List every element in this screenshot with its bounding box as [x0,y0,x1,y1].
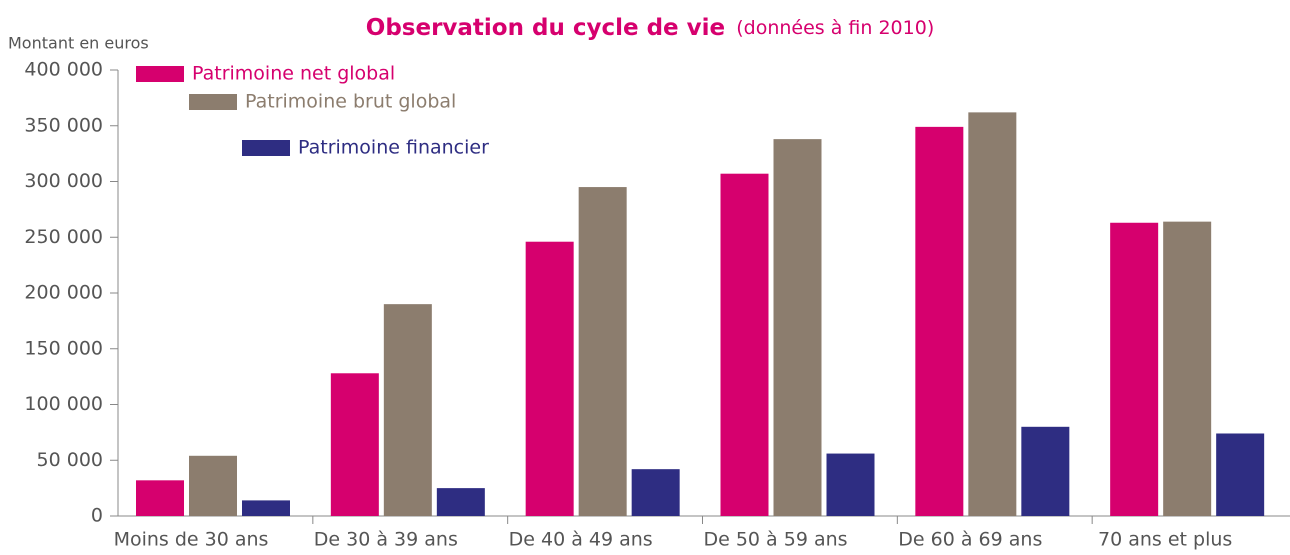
y-tick-label: 250 000 [24,226,103,248]
x-tick-label: De 50 à 59 ans [703,529,847,551]
bar [968,112,1017,517]
y-tick-label: 50 000 [37,449,103,471]
bar [915,126,964,517]
y-tick-label: 350 000 [24,114,103,136]
chart-title-group: Observation du cycle de vie (données à f… [366,15,934,41]
bar [383,304,432,516]
bar [330,373,379,516]
x-tick-label: De 60 à 69 ans [898,529,1042,551]
legend-swatch [136,66,184,82]
y-tick-label: 400 000 [24,59,103,81]
bar [242,500,290,516]
chart-subtitle: (données à fin 2010) [736,17,934,39]
bar [631,469,680,516]
x-tick-label: 70 ans et plus [1098,529,1232,551]
bar [525,241,574,516]
bar [1021,426,1070,516]
y-tick-label: 150 000 [24,337,103,359]
x-tick-label: De 40 à 49 ans [509,529,653,551]
legend-label: Patrimoine financier [298,137,489,159]
x-tick-label: Moins de 30 ans [114,529,269,551]
y-tick-label: 200 000 [24,282,103,304]
y-tick-label: 300 000 [24,170,103,192]
bar [136,480,184,516]
legend-swatch [189,94,237,110]
x-tick-label: De 30 à 39 ans [314,529,458,551]
y-tick-label: 100 000 [24,393,103,415]
legend-label: Patrimoine brut global [245,91,456,113]
bar [578,187,627,516]
y-axis-label: Montant en euros [8,34,149,53]
chart-title: Observation du cycle de vie [366,15,725,41]
bar [720,173,769,516]
bar [1163,221,1212,516]
bar [826,453,875,516]
bar [189,455,237,516]
y-tick-label: 0 [91,505,103,527]
legend-label: Patrimoine net global [192,63,395,85]
bar [1216,433,1265,516]
legend-swatch [242,140,290,156]
bar [1110,222,1159,516]
bar [773,139,822,516]
bar [436,488,485,516]
